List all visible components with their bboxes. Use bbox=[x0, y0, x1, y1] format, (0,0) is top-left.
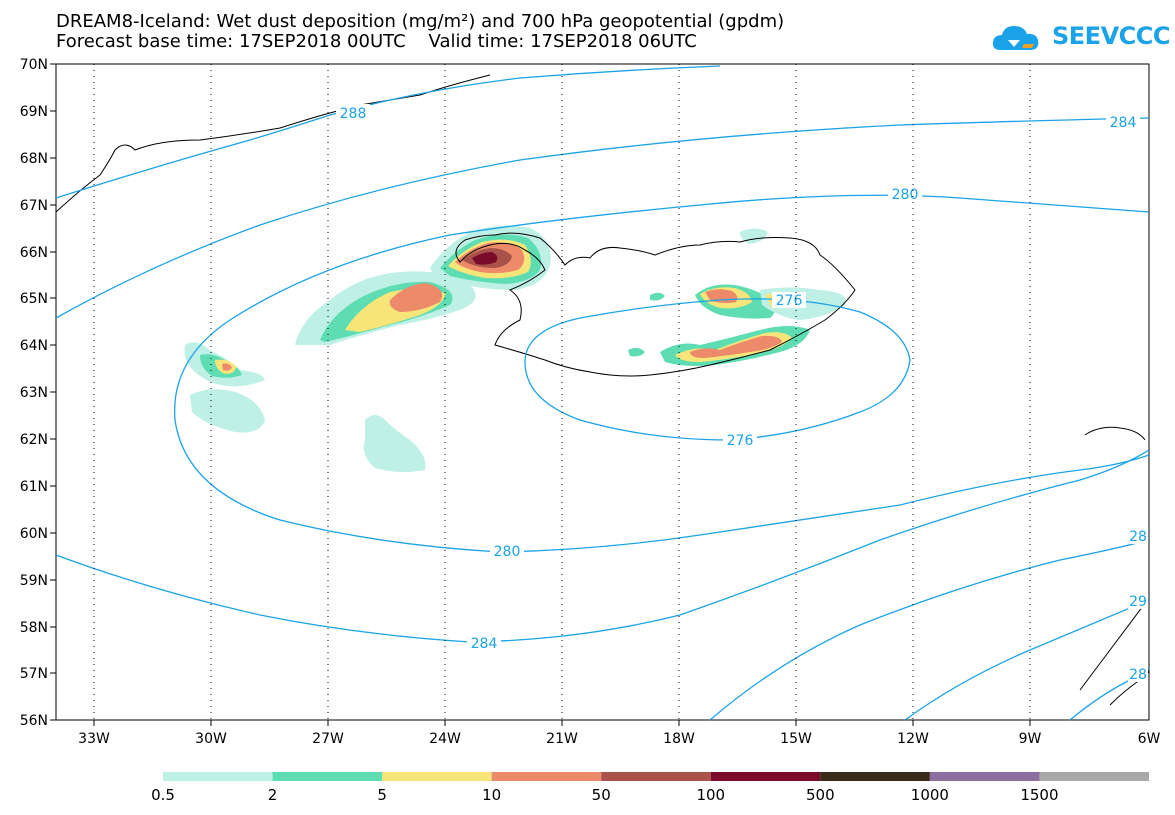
contour-label: 28 bbox=[1129, 667, 1147, 683]
lat-tick-label: 57N bbox=[20, 666, 48, 682]
lat-tick-label: 66N bbox=[20, 245, 48, 261]
lon-tick-label: 27W bbox=[312, 731, 344, 747]
logo-text: SEEVCCC bbox=[1052, 22, 1171, 50]
contour-label: 280 bbox=[494, 544, 521, 560]
legend-color-swatch bbox=[163, 772, 273, 781]
legend-threshold-label: 1500 bbox=[1020, 786, 1059, 804]
lon-tick-label: 24W bbox=[429, 731, 461, 747]
map-subtitle: Forecast base time: 17SEP2018 00UTC Vali… bbox=[56, 31, 697, 52]
latitude-axis: 70N 69N 68N 67N 66N 65N 64N 63N 62N 61N … bbox=[20, 57, 56, 729]
lon-tick-label: 30W bbox=[195, 731, 227, 747]
lon-tick-label: 33W bbox=[78, 731, 110, 747]
legend-threshold-label: 50 bbox=[591, 786, 611, 804]
lat-tick-label: 69N bbox=[20, 104, 48, 120]
lat-tick-label: 59N bbox=[20, 573, 48, 589]
lat-tick-label: 60N bbox=[20, 526, 48, 542]
legend-threshold-label: 1000 bbox=[910, 786, 949, 804]
lon-tick-label: 12W bbox=[897, 731, 929, 747]
geopotential-contours bbox=[55, 65, 1150, 721]
contour-label: 288 bbox=[340, 106, 367, 122]
legend-threshold-label: 500 bbox=[806, 786, 835, 804]
legend-threshold-label: 5 bbox=[377, 786, 387, 804]
lon-tick-label: 21W bbox=[546, 731, 578, 747]
lat-tick-label: 68N bbox=[20, 151, 48, 167]
lat-tick-label: 67N bbox=[20, 198, 48, 214]
cloud-icon bbox=[992, 26, 1039, 50]
legend-color-swatch bbox=[272, 772, 383, 781]
map-frame bbox=[55, 63, 1150, 721]
lon-tick-label: 9W bbox=[1019, 731, 1042, 747]
map-title: DREAM8-Iceland: Wet dust deposition (mg/… bbox=[56, 11, 785, 32]
contour-label: 276 bbox=[776, 293, 803, 309]
contour-label: 28 bbox=[1129, 529, 1147, 545]
longitude-axis: 33W 30W 27W 24W 21W 18W 15W 12W 9W 6W bbox=[78, 720, 1161, 747]
dust-deposition-shading bbox=[184, 225, 846, 473]
lat-tick-label: 61N bbox=[20, 479, 48, 495]
lat-tick-label: 70N bbox=[20, 57, 48, 73]
contour-label: 280 bbox=[892, 187, 919, 203]
legend-color-swatch bbox=[382, 772, 492, 781]
lon-tick-label: 15W bbox=[780, 731, 812, 747]
contour-label: 284 bbox=[1110, 115, 1137, 131]
lat-tick-label: 65N bbox=[20, 291, 48, 307]
lon-tick-label: 18W bbox=[663, 731, 695, 747]
lat-tick-label: 64N bbox=[20, 338, 48, 354]
contour-label: 276 bbox=[727, 433, 754, 449]
contour-label: 284 bbox=[471, 636, 498, 652]
legend-color-swatch bbox=[1039, 772, 1149, 781]
legend-color-swatch bbox=[601, 772, 711, 781]
lon-tick-label: 6W bbox=[1138, 731, 1161, 747]
legend-color-swatch bbox=[491, 772, 602, 781]
legend-threshold-label: 10 bbox=[482, 786, 502, 804]
contour-label: 29 bbox=[1129, 594, 1147, 610]
legend-threshold-label: 2 bbox=[267, 786, 278, 804]
legend-threshold-label: 0.5 bbox=[151, 786, 175, 804]
legend-color-swatch bbox=[929, 772, 1040, 781]
lat-tick-label: 58N bbox=[20, 620, 48, 636]
legend-threshold-label: 100 bbox=[696, 786, 726, 804]
legend-color-swatch bbox=[820, 772, 930, 781]
lat-tick-label: 56N bbox=[20, 713, 48, 729]
color-legend bbox=[163, 772, 1149, 781]
gridlines bbox=[93, 64, 1031, 720]
lat-tick-label: 62N bbox=[20, 432, 48, 448]
legend-color-swatch bbox=[710, 772, 821, 781]
lat-tick-label: 63N bbox=[20, 385, 48, 401]
